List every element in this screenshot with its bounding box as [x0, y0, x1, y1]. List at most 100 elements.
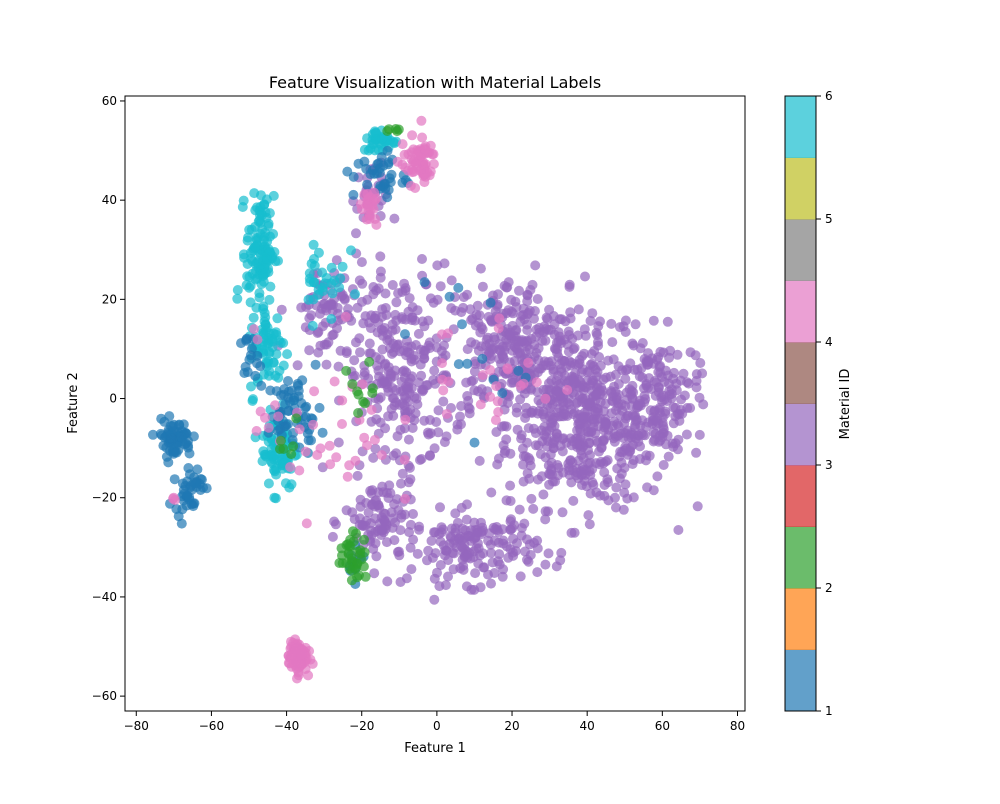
scatter-point	[571, 439, 582, 450]
scatter-point	[573, 359, 584, 370]
scatter-point	[537, 436, 548, 447]
scatter-point	[584, 519, 595, 530]
scatter-point	[505, 524, 516, 535]
scatter-point	[641, 380, 652, 391]
scatter-point	[265, 281, 276, 292]
scatter-point	[318, 286, 329, 296]
scatter-point	[385, 177, 396, 188]
scatter-point	[327, 531, 338, 542]
scatter-point	[341, 540, 352, 550]
scatter-point	[362, 440, 372, 451]
scatter-point	[303, 294, 314, 305]
scatter-point	[260, 267, 271, 278]
scatter-point	[580, 271, 590, 282]
scatter-point	[543, 506, 554, 517]
scatter-point	[435, 502, 445, 513]
scatter-point	[469, 517, 480, 528]
scatter-point	[463, 531, 474, 541]
colorbar-tick-label: 4	[825, 335, 833, 349]
scatter-point	[267, 451, 278, 462]
scatter-point	[395, 525, 406, 536]
scatter-point	[658, 460, 669, 470]
colorbar-segment	[785, 403, 816, 466]
scatter-point	[404, 462, 415, 473]
scatter-point	[530, 260, 541, 271]
scatter-point	[396, 478, 406, 489]
scatter-point	[466, 315, 477, 326]
scatter-point	[620, 479, 631, 490]
scatter-point	[422, 555, 432, 566]
scatter-point	[588, 414, 599, 425]
scatter-point	[628, 387, 639, 398]
scatter-point	[520, 546, 530, 557]
scatter-point	[517, 335, 528, 346]
scatter-point	[599, 480, 610, 490]
scatter-point	[484, 528, 495, 539]
scatter-point	[422, 427, 433, 438]
scatter-point	[513, 365, 524, 376]
scatter-point	[622, 411, 633, 421]
scatter-point	[568, 495, 579, 506]
y-tick-label: 40	[102, 193, 117, 207]
scatter-point	[537, 336, 548, 346]
scatter-point	[232, 285, 243, 295]
scatter-point	[374, 371, 384, 382]
scatter-point	[354, 275, 365, 286]
scatter-point	[273, 425, 283, 436]
scatter-point	[643, 348, 654, 359]
scatter-point	[510, 296, 521, 307]
colorbar-tick-label: 5	[825, 212, 833, 226]
scatter-point	[654, 402, 665, 413]
scatter-point	[493, 556, 504, 567]
scatter-point	[377, 344, 388, 355]
scatter-point	[314, 402, 325, 413]
scatter-point	[341, 365, 352, 376]
scatter-point	[359, 534, 369, 545]
scatter-point	[543, 548, 554, 559]
scatter-point	[405, 180, 416, 191]
scatter-point	[248, 394, 258, 405]
scatter-point	[695, 358, 706, 368]
scatter-point	[475, 263, 486, 274]
scatter-point	[500, 445, 511, 456]
scatter-point	[392, 431, 403, 442]
scatter-point	[404, 293, 415, 304]
scatter-point	[613, 420, 624, 431]
scatter-point	[384, 480, 395, 491]
scatter-point	[587, 375, 598, 386]
scatter-point	[273, 372, 284, 383]
y-tick-label: 20	[102, 292, 117, 306]
scatter-point	[522, 290, 533, 301]
scatter-point	[639, 390, 650, 401]
scatter-point	[249, 324, 259, 335]
scatter-point	[381, 310, 392, 320]
scatter-point	[391, 297, 402, 308]
scatter-point	[387, 280, 398, 290]
scatter-point	[252, 334, 263, 345]
scatter-point	[400, 414, 411, 425]
scatter-point	[382, 335, 393, 346]
scatter-point	[393, 505, 404, 516]
scatter-point	[545, 409, 556, 419]
scatter-point	[257, 210, 267, 221]
scatter-point	[291, 413, 302, 424]
scatter-point	[382, 145, 393, 156]
scatter-point	[369, 434, 380, 445]
scatter-point	[252, 350, 263, 361]
scatter-point	[517, 443, 528, 454]
scatter-point	[587, 308, 598, 319]
scatter-point	[403, 434, 414, 445]
scatter-point	[366, 404, 377, 415]
scatter-point	[283, 419, 293, 430]
scatter-point	[377, 524, 388, 535]
scatter-point	[663, 451, 674, 462]
scatter-point	[511, 402, 522, 413]
scatter-point	[618, 432, 629, 443]
scatter-point	[344, 460, 355, 471]
scatter-point	[524, 473, 535, 484]
scatter-point	[682, 377, 693, 388]
scatter-point	[312, 328, 323, 338]
scatter-point	[514, 285, 524, 296]
scatter-point	[444, 291, 455, 302]
scatter-point	[469, 366, 480, 377]
